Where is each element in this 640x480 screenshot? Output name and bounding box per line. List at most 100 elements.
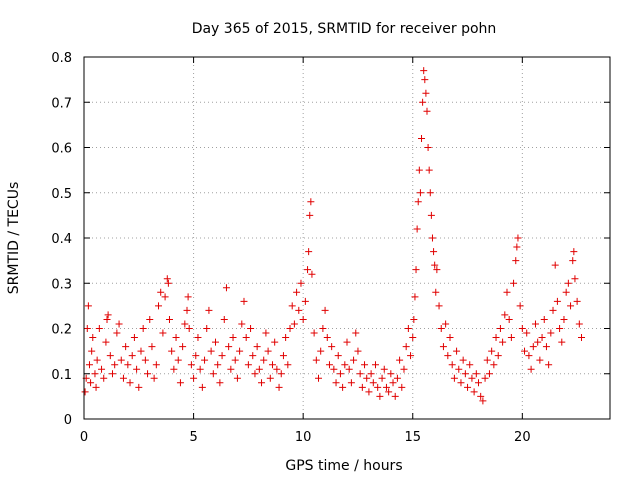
data-point	[242, 334, 250, 342]
data-point	[139, 325, 147, 332]
plot-frame	[83, 56, 611, 420]
data-point	[444, 352, 452, 360]
data-point	[330, 365, 338, 373]
data-point	[472, 370, 480, 378]
data-point	[225, 343, 233, 351]
data-point	[141, 356, 149, 364]
data-point	[430, 248, 438, 256]
data-point	[307, 198, 315, 206]
data-point	[542, 343, 550, 351]
data-point	[503, 288, 511, 296]
data-point	[455, 365, 463, 373]
data-point	[89, 334, 97, 342]
data-point	[106, 352, 114, 360]
data-point	[481, 374, 489, 382]
data-point	[578, 334, 586, 342]
data-point	[236, 347, 244, 355]
data-point	[540, 315, 548, 323]
data-point	[325, 361, 333, 369]
data-point	[260, 356, 268, 364]
data-point	[81, 388, 89, 396]
data-point	[562, 288, 570, 296]
data-point	[525, 352, 533, 360]
data-point	[295, 306, 303, 314]
data-point	[152, 361, 160, 369]
data-point	[433, 266, 441, 274]
data-point	[255, 365, 263, 373]
data-point	[573, 297, 581, 305]
data-point	[389, 379, 397, 387]
data-point	[103, 315, 111, 323]
data-point	[468, 374, 476, 382]
data-point	[567, 302, 575, 310]
data-point	[439, 343, 447, 351]
data-point	[264, 347, 272, 355]
data-point	[534, 338, 542, 346]
data-point	[128, 352, 136, 360]
y-tick-label: 0.3	[51, 277, 72, 292]
data-point	[382, 383, 390, 391]
data-point	[356, 370, 364, 378]
data-point	[122, 343, 130, 351]
data-point	[570, 248, 578, 256]
data-point	[521, 347, 529, 355]
data-point	[501, 311, 509, 319]
data-point	[358, 383, 366, 391]
data-point	[163, 275, 171, 283]
x-tick-label: 0	[80, 430, 88, 445]
data-point	[407, 352, 415, 360]
data-point	[196, 365, 204, 373]
data-point	[130, 334, 138, 342]
y-tick-label: 0.7	[51, 96, 72, 111]
data-point	[240, 297, 248, 305]
data-point	[268, 361, 276, 369]
data-point	[93, 356, 101, 364]
x-tick-label: 10	[295, 430, 312, 445]
data-point	[203, 325, 211, 332]
data-point	[108, 370, 116, 378]
data-point	[374, 383, 382, 391]
data-point	[363, 374, 371, 382]
data-point	[571, 275, 579, 283]
data-point	[435, 302, 443, 310]
x-tick-label: 15	[404, 430, 421, 445]
data-point	[437, 325, 445, 332]
data-point	[233, 374, 241, 382]
data-point	[549, 306, 557, 314]
data-point	[157, 288, 165, 296]
data-point	[391, 392, 399, 400]
data-point	[393, 374, 401, 382]
data-point	[529, 343, 537, 351]
data-point	[117, 356, 125, 364]
data-point	[214, 361, 222, 369]
data-point	[187, 361, 195, 369]
data-point	[415, 166, 423, 174]
data-point	[427, 211, 435, 219]
data-point	[527, 365, 535, 373]
data-point	[181, 320, 189, 328]
data-point	[400, 365, 408, 373]
data-point	[91, 370, 99, 378]
data-point	[514, 234, 522, 242]
data-point	[244, 361, 252, 369]
data-point	[479, 397, 487, 405]
data-point	[170, 365, 178, 373]
data-points	[81, 67, 586, 405]
data-point	[564, 279, 572, 287]
data-point	[418, 134, 426, 142]
data-point	[446, 334, 454, 342]
data-point	[198, 383, 206, 391]
data-point	[172, 334, 180, 342]
data-point	[354, 347, 362, 355]
data-point	[161, 293, 169, 301]
data-point	[192, 352, 200, 360]
data-point	[575, 320, 583, 328]
data-point	[207, 347, 215, 355]
data-point	[343, 338, 351, 346]
data-point	[523, 329, 531, 337]
y-axis-label: SRMTID / TECUs	[6, 182, 22, 295]
data-point	[185, 325, 193, 332]
data-point	[222, 284, 230, 292]
y-tick-label: 0.4	[51, 232, 72, 247]
